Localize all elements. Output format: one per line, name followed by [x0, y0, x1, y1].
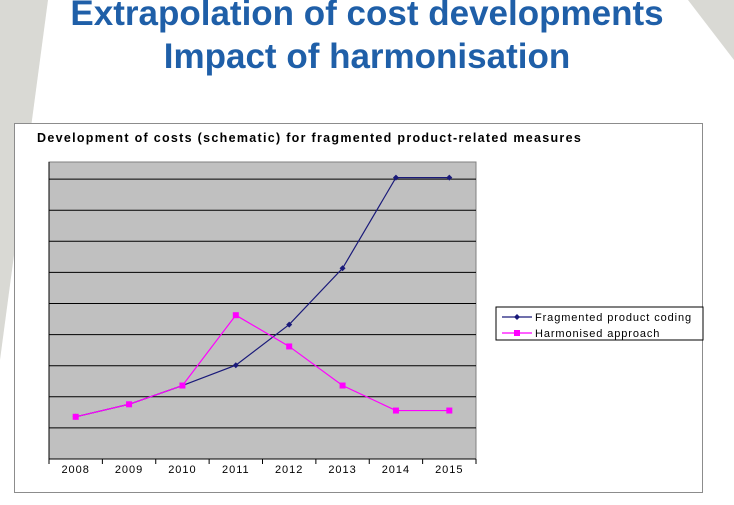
line-chart: Development of costs (schematic) for fra…: [37, 131, 704, 476]
series-line-harmonised: [75, 314, 450, 418]
data-point-harmonised: [392, 407, 399, 414]
plot-area: [48, 161, 477, 460]
legend-box: [495, 306, 704, 341]
x-tick-label: 2013: [328, 464, 356, 476]
data-point-fragmented: [232, 362, 239, 369]
x-tick-label: 2015: [435, 464, 463, 476]
x-tick-label: 2014: [382, 464, 410, 476]
data-point-fragmented: [392, 174, 399, 181]
legend-label: Fragmented product coding: [535, 312, 692, 324]
data-point-harmonised: [286, 343, 293, 350]
legend-marker-square: [514, 330, 520, 336]
x-tick-label: 2012: [275, 464, 303, 476]
data-point-fragmented: [446, 174, 453, 181]
x-tick-label: 2010: [168, 464, 196, 476]
data-point-harmonised: [446, 407, 453, 414]
slide-title-line-1: Extrapolation of cost developments: [70, 0, 664, 33]
data-point-harmonised: [126, 401, 133, 408]
chart-frame: Development of costs (schematic) for fra…: [14, 123, 704, 493]
data-point-harmonised: [72, 413, 79, 420]
data-point-harmonised: [339, 382, 346, 389]
chart-title: Development of costs (schematic) for fra…: [37, 131, 582, 145]
data-point-harmonised: [232, 312, 239, 319]
slide-title-line-2: Impact of harmonisation: [163, 37, 571, 76]
x-tick-label: 2009: [115, 464, 143, 476]
x-tick-label: 2011: [222, 464, 250, 476]
data-point-fragmented: [339, 265, 346, 272]
x-tick-label: 2008: [61, 464, 89, 476]
legend-marker-diamond: [514, 314, 520, 320]
legend-label: Harmonised approach: [535, 328, 660, 340]
data-point-fragmented: [286, 321, 293, 328]
data-point-harmonised: [179, 382, 186, 389]
slide-title: Extrapolation of cost developments Impac…: [0, 0, 734, 78]
background-wedge-right: [688, 0, 734, 60]
